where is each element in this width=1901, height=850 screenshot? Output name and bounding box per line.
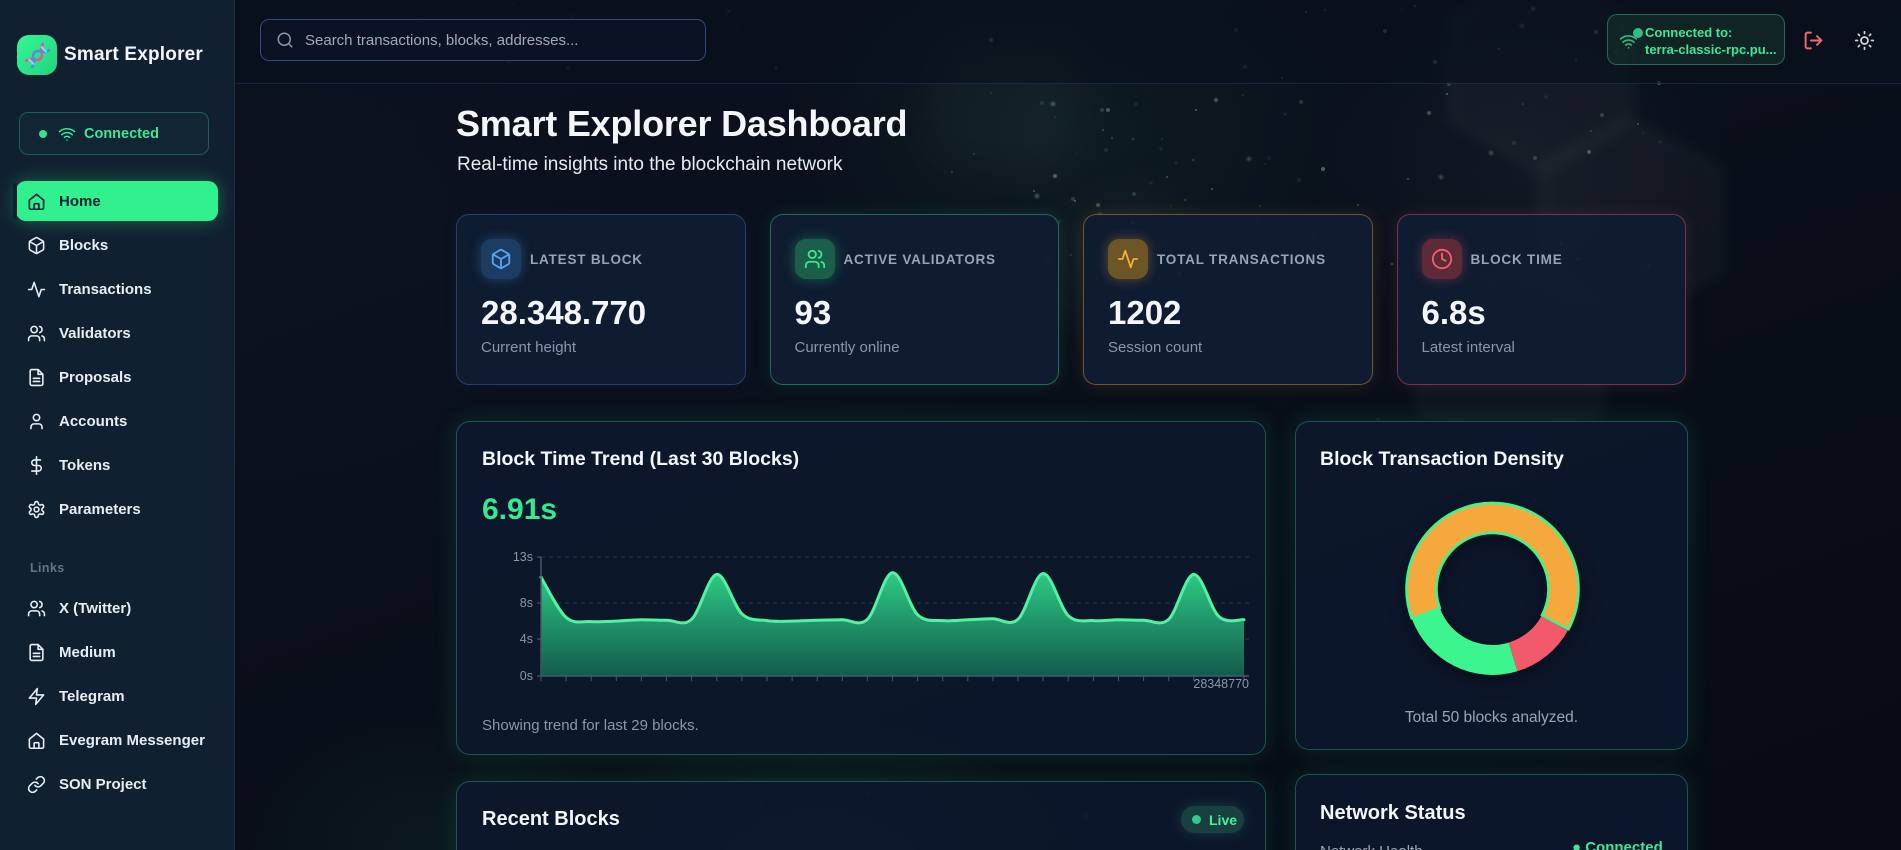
svg-text:13s: 13s — [513, 550, 533, 564]
svg-text:4s: 4s — [520, 632, 533, 646]
svg-text:8s: 8s — [520, 596, 533, 610]
svg-text:0s: 0s — [520, 669, 533, 683]
svg-text:28348770: 28348770 — [1193, 677, 1249, 691]
